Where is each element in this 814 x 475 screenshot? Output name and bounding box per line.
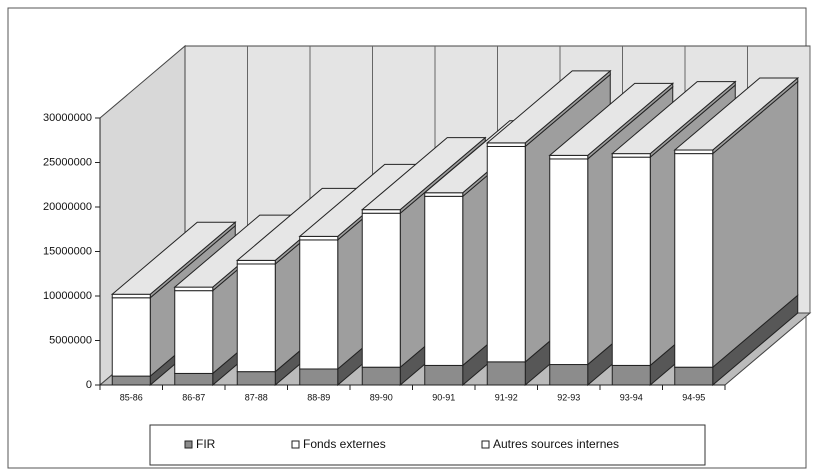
legend-box [149,424,706,466]
x-tick-label: 90-91 [432,392,455,402]
bar [299,239,339,370]
bar [174,372,214,386]
bar [299,368,339,386]
bar [299,235,339,241]
y-tick-label: 25000000 [43,156,92,168]
y-tick-label: 0 [86,379,92,391]
legend [149,424,706,466]
bar [674,366,714,386]
bar [549,158,589,366]
x-tick-label: 94-95 [682,392,705,402]
bar-top [485,70,612,144]
legend-label: FIR [196,437,216,451]
bar [236,263,276,373]
bar-top [110,221,237,295]
legend-label: Autres sources internes [493,437,619,451]
x-tick-label: 93-94 [620,392,643,402]
legend-swatch [184,440,193,449]
bar [424,192,464,197]
bar [174,290,214,374]
bar-top [360,137,487,211]
bar [111,293,151,299]
bar [174,286,214,292]
y-tick-label: 5000000 [49,334,92,346]
bar [611,364,651,386]
bar [674,149,714,155]
bar [486,145,526,363]
x-tick-label: 89-90 [370,392,393,402]
bar [111,375,151,386]
x-tick-label: 88-89 [307,392,330,402]
bar [486,361,526,386]
bar [424,195,464,366]
legend-swatch [291,440,300,449]
bar [611,156,651,366]
x-tick-label: 85-86 [120,392,143,402]
bar [361,366,401,386]
legend-swatch [481,440,490,449]
bar-top [610,81,737,155]
bar-top [548,82,675,156]
bar [486,142,526,147]
x-tick-label: 87-88 [245,392,268,402]
legend-label: Fonds externes [303,437,386,451]
bar [674,153,714,368]
bar [549,364,589,386]
bar [236,371,276,386]
y-tick-label: 20000000 [43,201,92,213]
x-tick-label: 86-87 [182,392,205,402]
x-tick-label: 91-92 [495,392,518,402]
y-tick-label: 10000000 [43,290,92,302]
bar [549,154,589,160]
x-tick-label: 92-93 [557,392,580,402]
bar-top [673,77,800,151]
bar [236,259,276,265]
y-tick-label: 15000000 [43,245,92,257]
y-tick-label: 30000000 [43,112,92,124]
bar [611,153,651,158]
bar [361,209,401,214]
bar [424,364,464,386]
bar [111,297,151,377]
bar [361,212,401,368]
